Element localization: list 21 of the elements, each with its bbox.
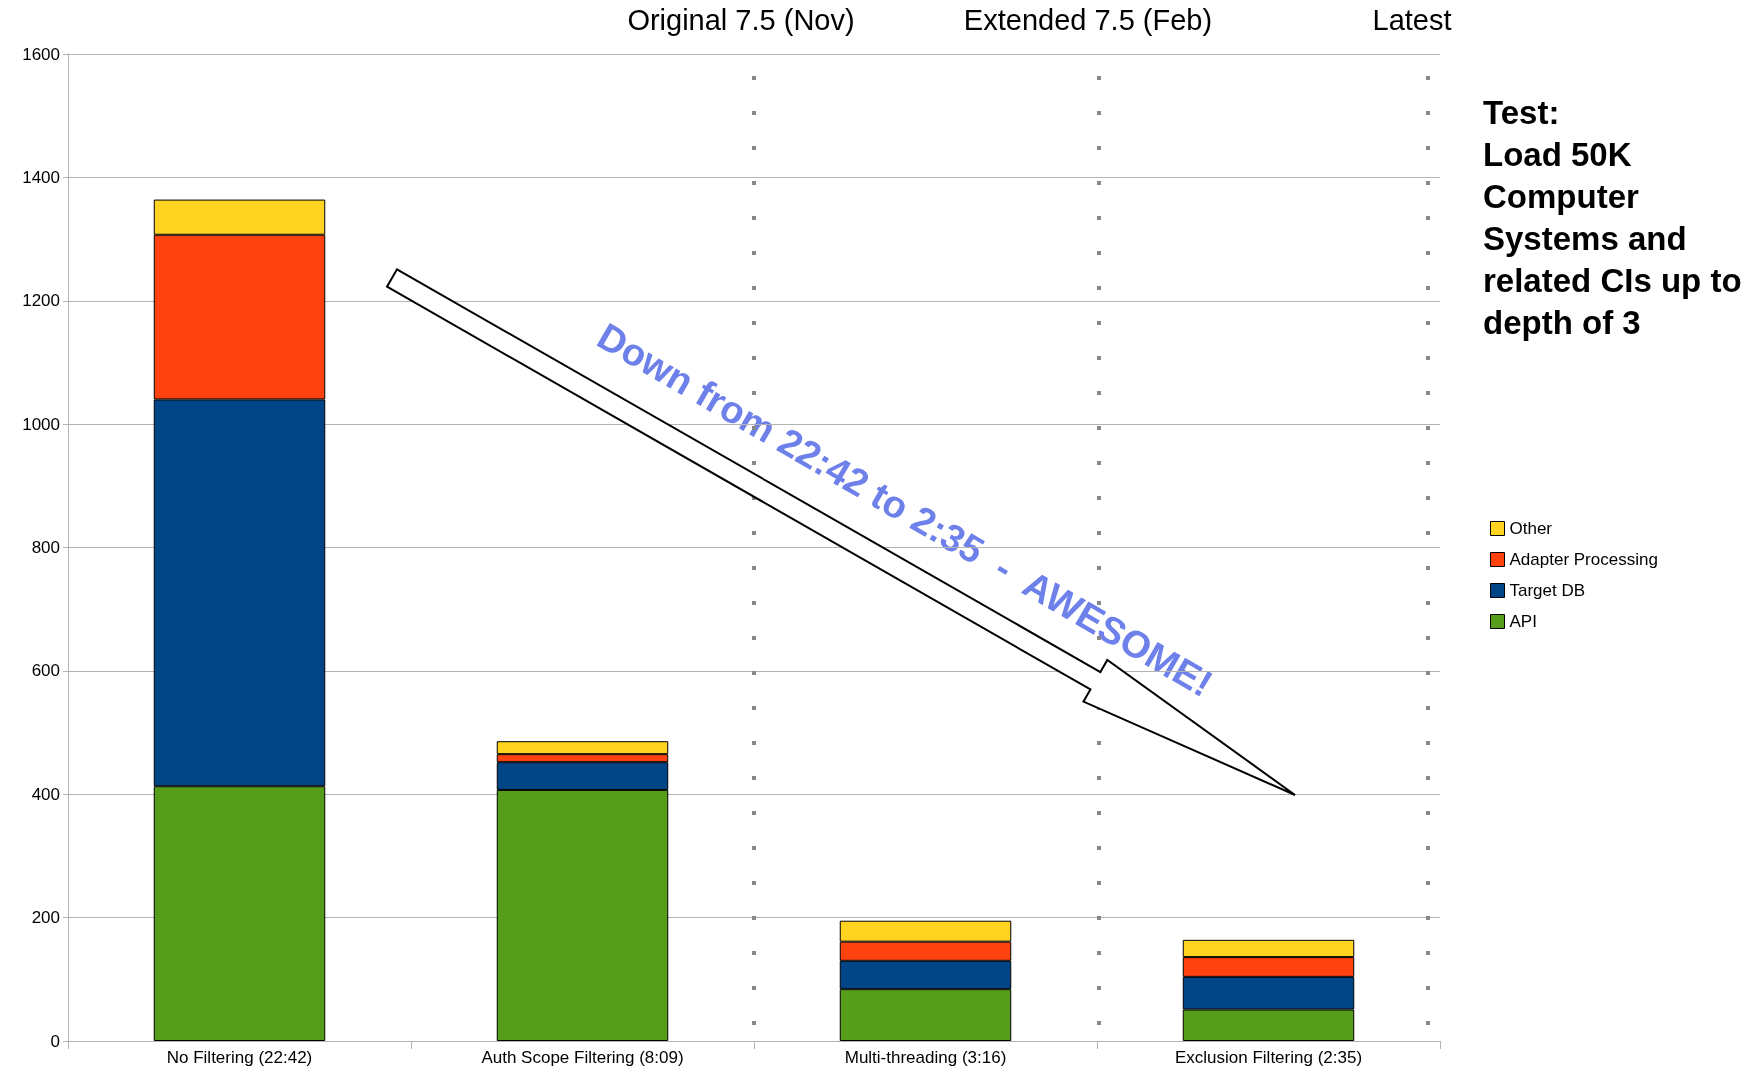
y-tick-label: 200 <box>31 908 60 928</box>
y-tick-label: 400 <box>31 784 60 804</box>
text: Latest <box>1371 4 1453 37</box>
x-tick-label: Auth Scope Filtering (8:09) <box>481 1048 684 1067</box>
y-tick-label: 0 <box>50 1031 60 1051</box>
legend-label: Other <box>1509 519 1553 538</box>
text: Extended 7.5 (Feb) <box>962 4 1214 37</box>
legend-label: Adapter Processing <box>1509 550 1658 569</box>
x-tick-label: Exclusion Filtering (2:35) <box>1174 1048 1363 1067</box>
x-tick-label: No Filtering (22:42) <box>166 1048 313 1067</box>
y-tick-label: 600 <box>31 661 60 681</box>
legend-label: API <box>1509 612 1537 631</box>
legend-label: Target DB <box>1509 581 1586 600</box>
y-tick-label: 1400 <box>22 167 60 187</box>
y-tick-label: 800 <box>31 538 60 557</box>
y-tick-label: 1600 <box>22 44 60 64</box>
y-tick-label: 1000 <box>22 414 60 434</box>
text: Original 7.5 (Nov) <box>626 4 856 37</box>
y-tick-label: 1200 <box>22 291 60 311</box>
x-tick-label: Multi-threading (3:16) <box>844 1048 1007 1067</box>
text: Test: Load 50K Computer Systems and related CIs up to depth of 3 <box>1483 93 1743 343</box>
